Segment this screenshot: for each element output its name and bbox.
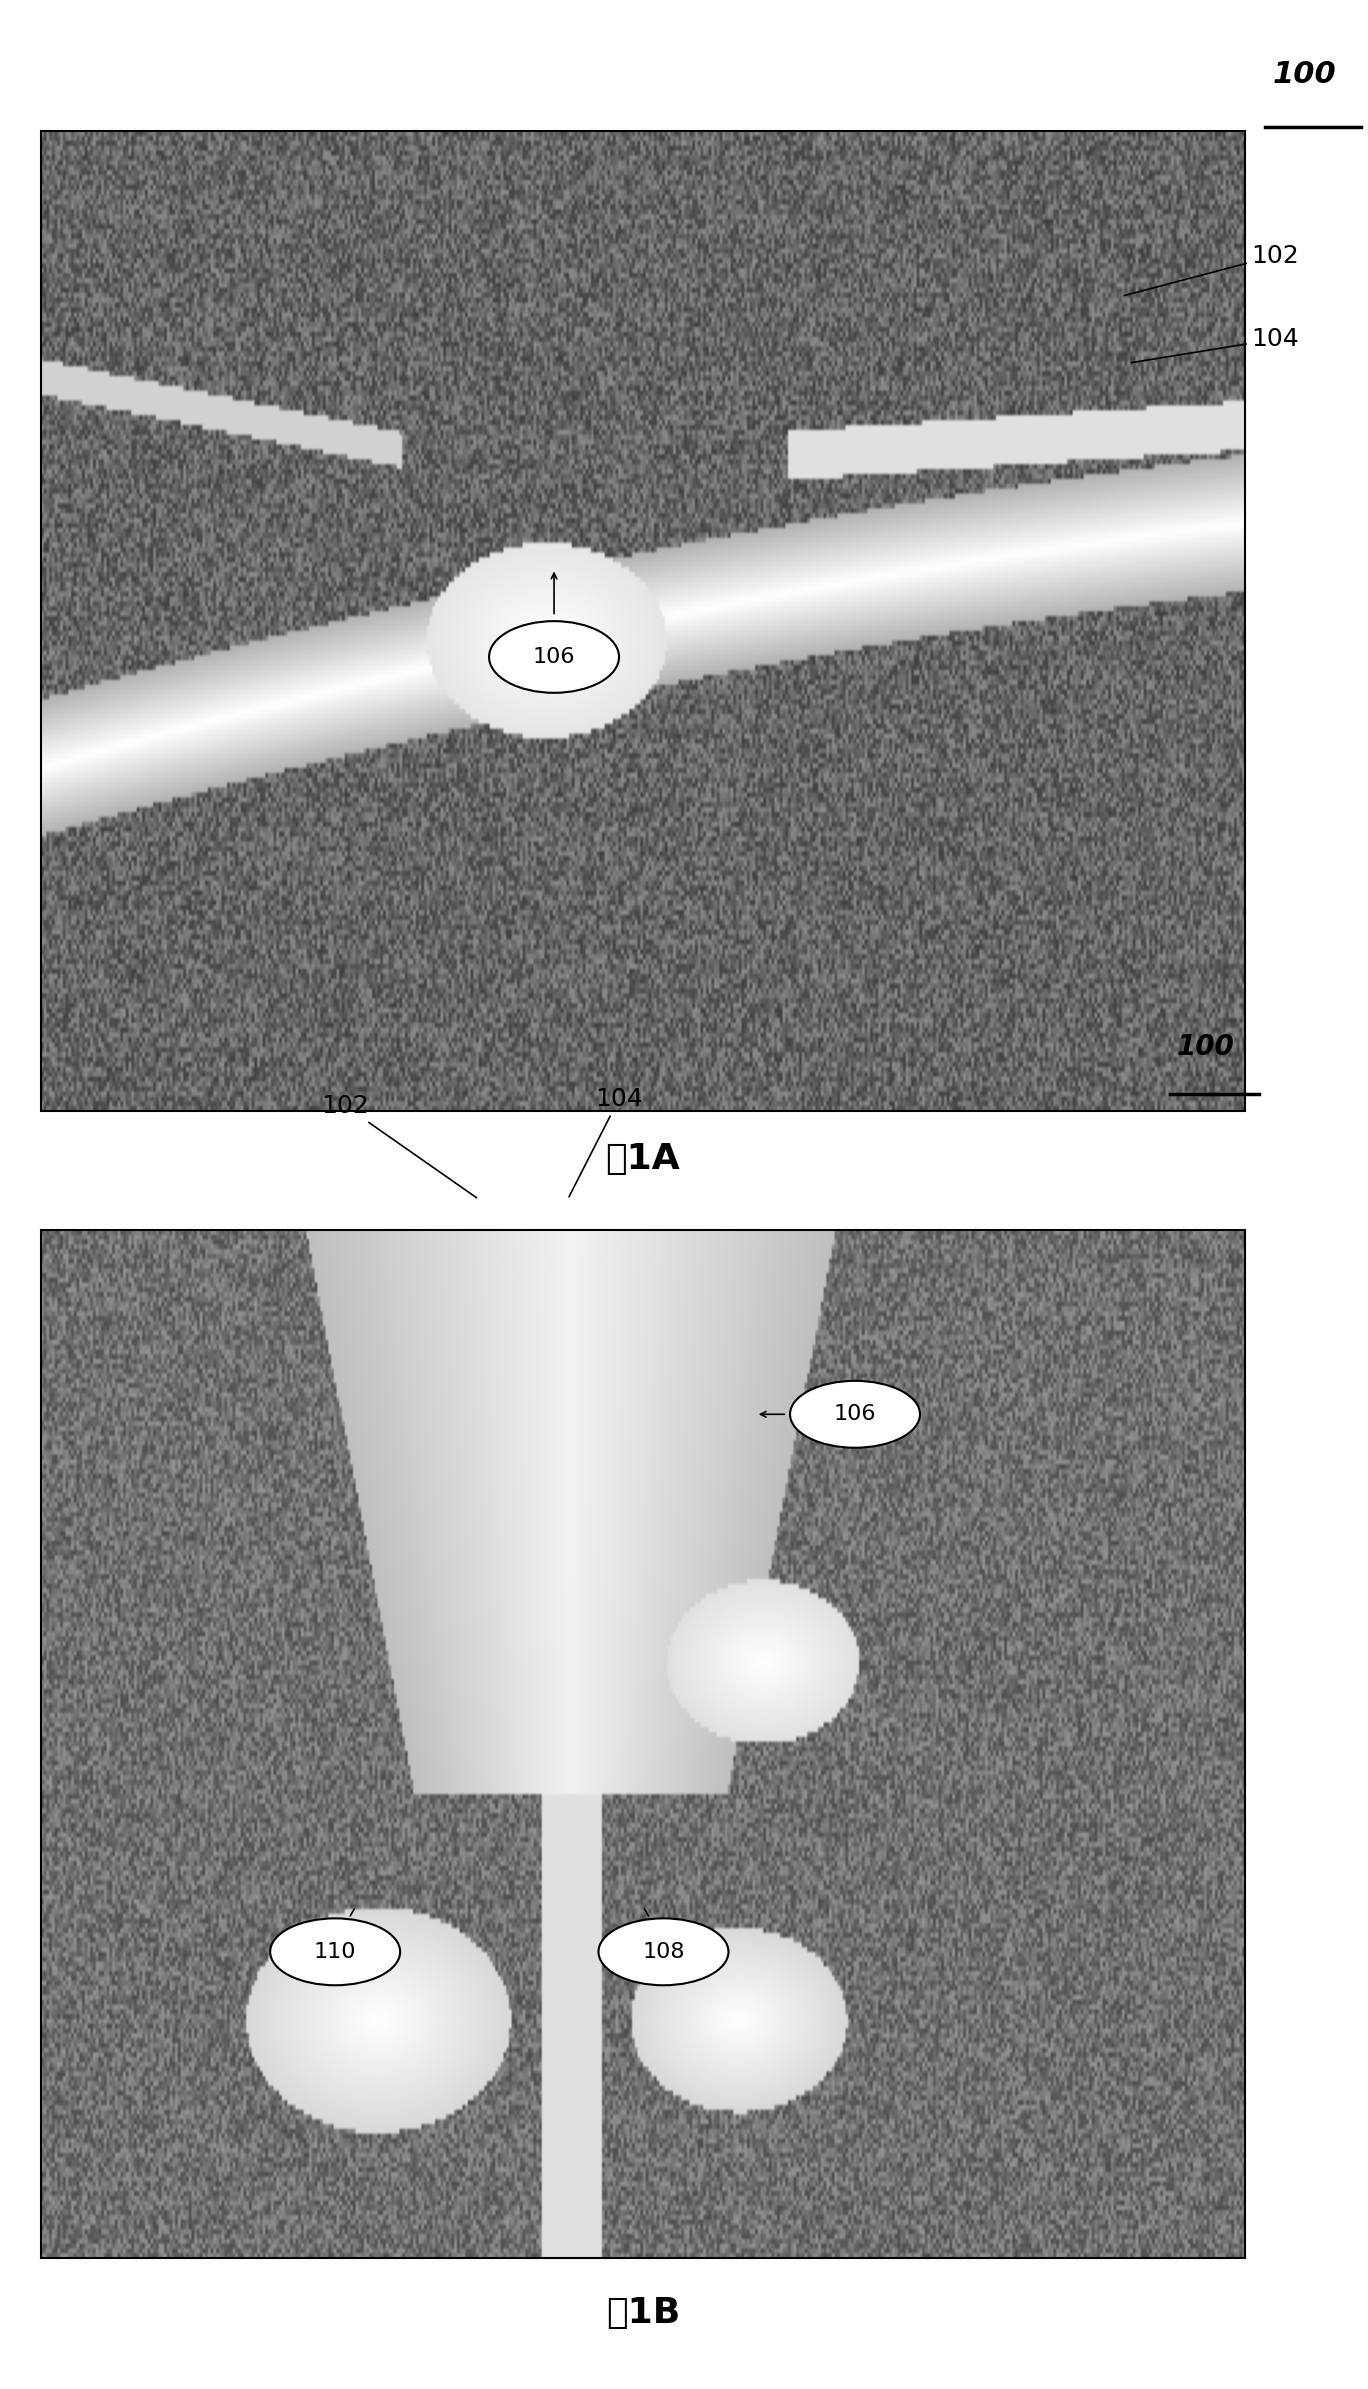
Bar — [41, 1230, 1245, 2258]
Ellipse shape — [490, 621, 620, 693]
Bar — [41, 131, 1245, 1111]
Text: 108: 108 — [642, 1942, 685, 1961]
Ellipse shape — [269, 1918, 399, 1985]
Text: 106: 106 — [833, 1405, 877, 1424]
Text: 110: 110 — [313, 1942, 357, 1961]
Text: 102: 102 — [321, 1094, 476, 1197]
Text: 102: 102 — [1124, 244, 1300, 296]
Text: 104: 104 — [569, 1087, 643, 1197]
Text: 100: 100 — [1176, 1032, 1234, 1061]
Ellipse shape — [789, 1381, 919, 1448]
Text: 100: 100 — [1272, 60, 1337, 88]
Ellipse shape — [599, 1918, 728, 1985]
Text: 106: 106 — [532, 647, 576, 667]
Text: 图1B: 图1B — [606, 2296, 680, 2329]
Text: 104: 104 — [1131, 327, 1300, 363]
Text: 图1A: 图1A — [606, 1142, 680, 1175]
